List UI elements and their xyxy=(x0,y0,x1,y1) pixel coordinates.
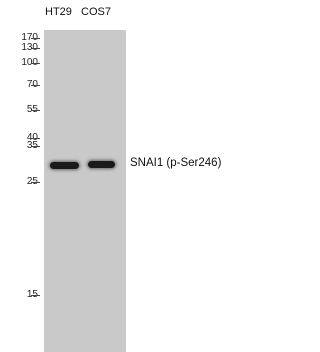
marker-tick xyxy=(31,146,40,147)
band xyxy=(88,161,115,168)
band-label: SNAI1 (p-Ser246) xyxy=(130,157,221,169)
band xyxy=(50,162,79,169)
marker-tick xyxy=(31,85,40,86)
lane-label: HT29 xyxy=(45,6,72,18)
lane-label: COS7 xyxy=(81,6,111,18)
marker-tick xyxy=(31,138,40,139)
marker-tick xyxy=(31,182,40,183)
marker-tick xyxy=(31,63,40,64)
marker-tick xyxy=(31,110,40,111)
page: HT29 COS7 170130100705540352515 SNAI1 (p… xyxy=(0,0,242,352)
marker-tick xyxy=(31,295,40,296)
marker-tick xyxy=(31,38,40,39)
marker-tick xyxy=(31,48,40,49)
gel xyxy=(44,30,126,352)
